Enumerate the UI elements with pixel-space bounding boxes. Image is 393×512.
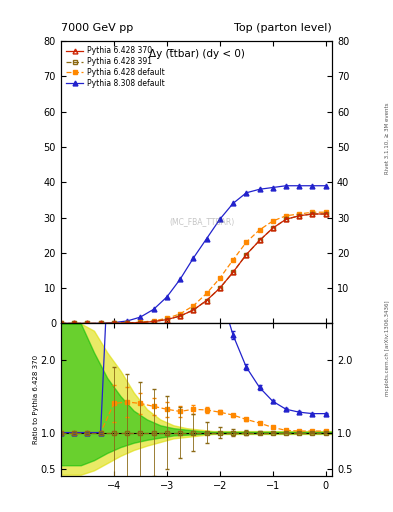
- Legend: Pythia 6.428 370, Pythia 6.428 391, Pythia 6.428 default, Pythia 8.308 default: Pythia 6.428 370, Pythia 6.428 391, Pyth…: [65, 45, 166, 90]
- Text: Δy (t̅tbar) (dy < 0): Δy (t̅tbar) (dy < 0): [149, 50, 244, 59]
- Y-axis label: Ratio to Pythia 6.428 370: Ratio to Pythia 6.428 370: [33, 355, 39, 444]
- Text: Top (parton level): Top (parton level): [234, 23, 332, 33]
- Text: 7000 GeV pp: 7000 GeV pp: [61, 23, 133, 33]
- Text: mcplots.cern.ch [arXiv:1306.3436]: mcplots.cern.ch [arXiv:1306.3436]: [385, 301, 389, 396]
- Text: Rivet 3.1.10, ≥ 3M events: Rivet 3.1.10, ≥ 3M events: [385, 102, 389, 174]
- Text: (MC_FBA_TTBAR): (MC_FBA_TTBAR): [169, 217, 235, 226]
